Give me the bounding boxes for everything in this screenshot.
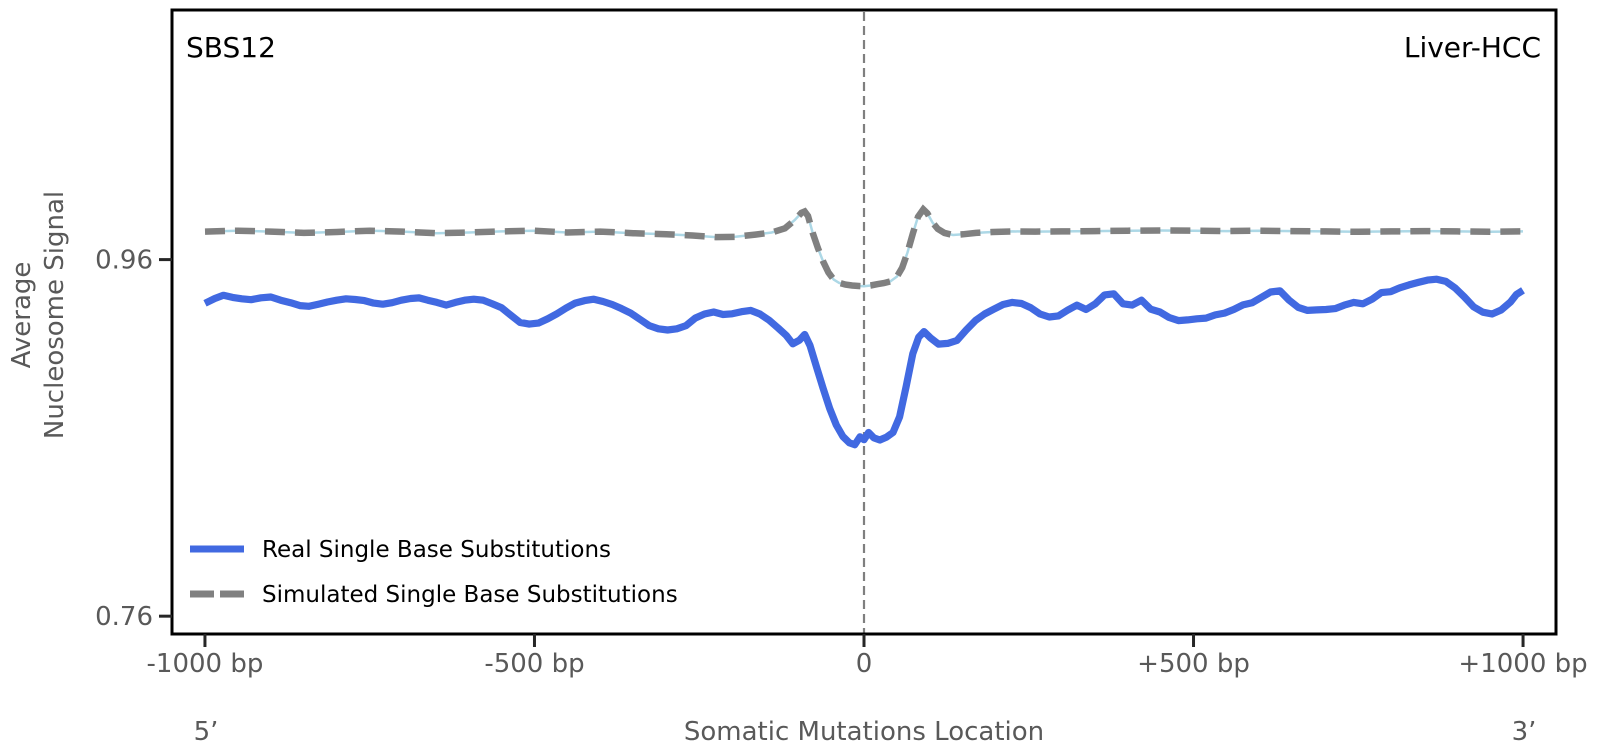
y-axis-ticks: 0.96 0.76 bbox=[95, 246, 172, 632]
x-tick-label: +1000 bp bbox=[1458, 649, 1587, 679]
y-tick-label: 0.76 bbox=[95, 602, 153, 632]
signature-label: SBS12 bbox=[186, 31, 276, 64]
five-prime-label: 5’ bbox=[194, 717, 219, 747]
x-tick-label: -1000 bp bbox=[147, 649, 264, 679]
x-tick-label: 0 bbox=[856, 649, 873, 679]
real-line bbox=[203, 275, 1525, 449]
legend-real-label: Real Single Base Substitutions bbox=[262, 537, 611, 563]
legend-simulated-label: Simulated Single Base Substitutions bbox=[262, 582, 678, 608]
x-tick-label: -500 bp bbox=[484, 649, 584, 679]
x-axis-ticks: -1000 bp -500 bp 0 +500 bp +1000 bp bbox=[147, 634, 1588, 679]
cancer-type-label: Liver-HCC bbox=[1404, 31, 1541, 64]
y-axis-label-line2: Nucleosome Signal bbox=[40, 191, 70, 439]
x-tick-label: +500 bp bbox=[1137, 649, 1250, 679]
legend: Real Single Base Substitutions Simulated… bbox=[190, 537, 678, 608]
x-axis-label: Somatic Mutations Location bbox=[684, 717, 1044, 747]
three-prime-label: 3’ bbox=[1512, 717, 1537, 747]
y-axis-label-line1: Average bbox=[7, 262, 37, 369]
y-tick-label: 0.96 bbox=[95, 246, 153, 276]
simulated-line bbox=[204, 204, 1524, 290]
